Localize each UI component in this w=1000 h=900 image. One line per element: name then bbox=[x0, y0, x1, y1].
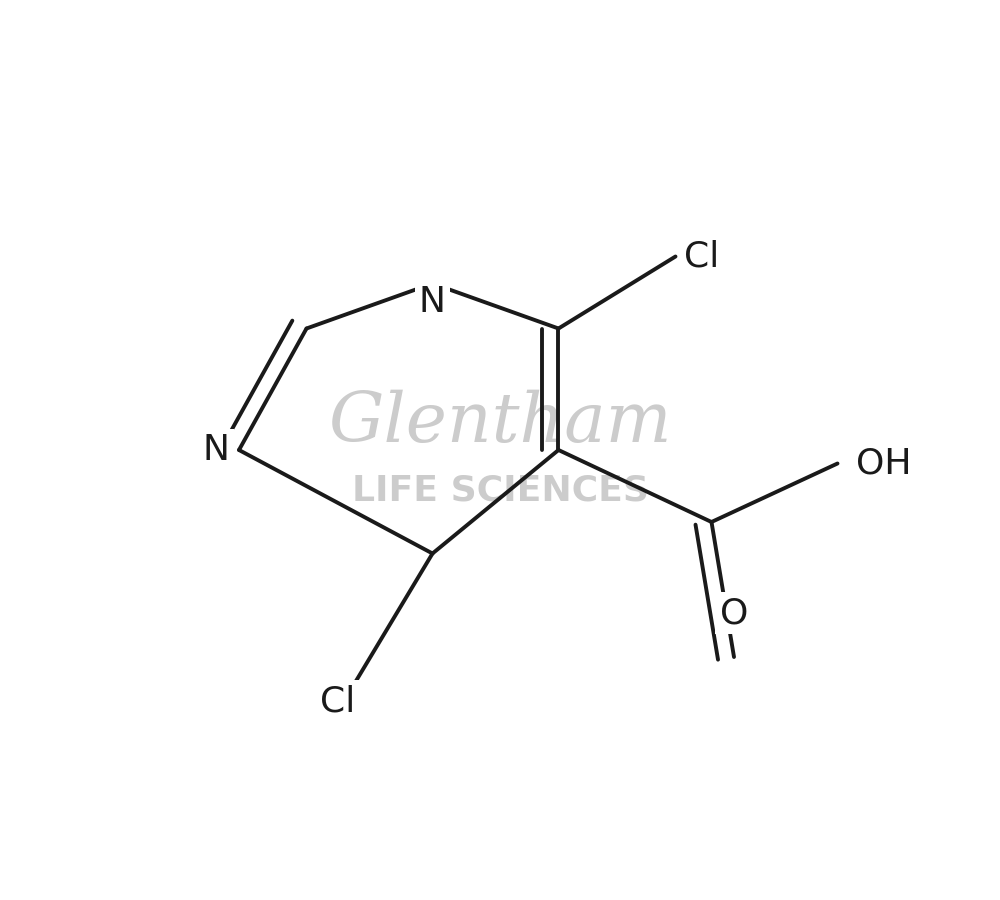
Text: O: O bbox=[720, 596, 748, 630]
Text: N: N bbox=[419, 285, 446, 320]
Text: Glentham: Glentham bbox=[328, 390, 672, 456]
Text: Cl: Cl bbox=[684, 239, 720, 274]
Text: OH: OH bbox=[856, 446, 911, 481]
Text: LIFE SCIENCES: LIFE SCIENCES bbox=[352, 473, 648, 508]
Text: N: N bbox=[203, 433, 230, 467]
Text: Cl: Cl bbox=[320, 684, 356, 718]
